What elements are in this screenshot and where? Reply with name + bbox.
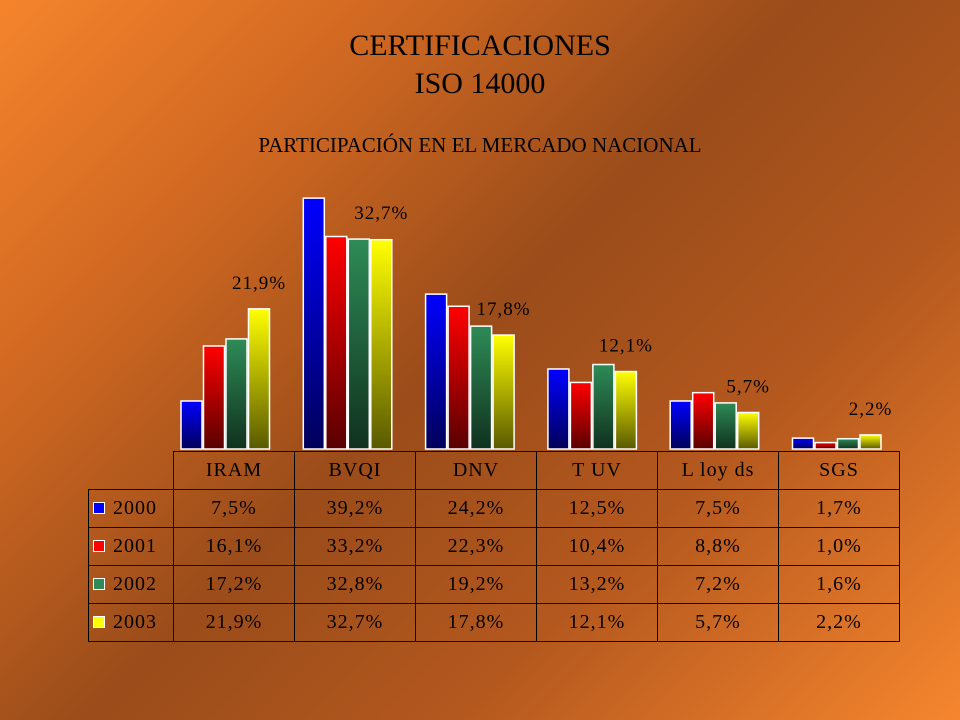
legend-swatch — [93, 501, 105, 514]
bar-2002-1 — [347, 238, 371, 450]
table-header-0: IRAM — [173, 451, 295, 490]
table-cell: 7,5% — [173, 488, 295, 528]
bar-2003-0 — [247, 308, 271, 450]
legend-entry-2003: 2003 — [88, 602, 174, 642]
legend-entry-2002: 2002 — [88, 564, 174, 604]
table-cell: 7,2% — [657, 564, 779, 604]
bar-2003-5 — [859, 434, 882, 450]
table-cell: 17,2% — [173, 564, 295, 604]
bar-2002-0 — [225, 338, 248, 450]
legend-label: 2002 — [113, 572, 157, 595]
bar-2002-2 — [469, 325, 493, 450]
legend-label: 2003 — [113, 610, 157, 633]
table-cell: 39,2% — [294, 488, 416, 528]
chart-subtitle: PARTICIPACIÓN EN EL MERCADO NACIONAL — [258, 133, 702, 157]
chart-title-line-1: CERTIFICACIONES — [349, 29, 611, 62]
table-row: 2003 21,9% 32,7% 17,8% 12,1% 5,7% 2,2% — [88, 602, 900, 642]
table-cell: 16,1% — [173, 526, 295, 566]
table-cell: 2,2% — [778, 602, 900, 642]
table-header-5: SGS — [778, 451, 900, 490]
bar-2002-3 — [592, 363, 615, 450]
data-label-2: 17,8% — [477, 299, 531, 320]
data-label-0: 21,9% — [232, 273, 286, 294]
bar-2001-3 — [569, 381, 593, 450]
bar-2002-5 — [836, 438, 860, 450]
bar-2001-0 — [202, 345, 226, 450]
table-header-4: L loy ds — [657, 451, 779, 490]
table-cell: 7,5% — [657, 488, 779, 528]
bar-2000-5 — [791, 437, 815, 450]
table-header-2: DNV — [415, 451, 537, 490]
data-label-4: 5,7% — [726, 377, 770, 398]
table-corner — [89, 452, 174, 490]
bar-2003-2 — [492, 334, 515, 450]
table-cell: 22,3% — [415, 526, 537, 566]
table-header-3: T UV — [536, 451, 658, 490]
table-cell: 10,4% — [536, 526, 658, 566]
bar-2002-4 — [714, 402, 737, 450]
bar-2001-1 — [325, 235, 348, 450]
data-label-1: 32,7% — [354, 203, 408, 224]
bar-2000-2 — [424, 293, 448, 450]
table-cell: 33,2% — [294, 526, 416, 566]
bar-2000-3 — [547, 368, 570, 450]
table-cell: 1,7% — [778, 488, 900, 528]
table-cell: 12,5% — [536, 488, 658, 528]
chart-title-line-2: ISO 14000 — [414, 67, 546, 100]
legend-swatch — [93, 539, 105, 552]
table-cell: 8,8% — [657, 526, 779, 566]
data-label-5: 2,2% — [849, 399, 893, 420]
legend-label: 2000 — [113, 496, 157, 519]
legend-swatch — [93, 577, 105, 590]
data-table: IRAM BVQI DNV T UV L loy ds SGS 2000 7,5% 39,2% 2… — [88, 451, 900, 642]
table-cell: 19,2% — [415, 564, 537, 604]
table-cell: 5,7% — [657, 602, 779, 642]
bar-chart: 21,9% 32,7% 17,8% 12,1% 5,7% 2,2% — [180, 197, 893, 450]
bar-2003-1 — [370, 238, 393, 450]
bar-2003-4 — [736, 411, 760, 450]
legend-label: 2001 — [113, 534, 157, 557]
table-cell: 12,1% — [536, 602, 658, 642]
bar-2001-2 — [447, 305, 470, 450]
bar-2000-0 — [180, 400, 203, 450]
bar-2003-3 — [614, 370, 638, 450]
legend-entry-2001: 2001 — [88, 526, 174, 566]
table-cell: 24,2% — [415, 488, 537, 528]
table-row: 2000 7,5% 39,2% 24,2% 12,5% 7,5% 1,7% — [88, 488, 900, 528]
table-cell: 13,2% — [536, 564, 658, 604]
table-cell: 32,8% — [294, 564, 416, 604]
table-row: 2002 17,2% 32,8% 19,2% 13,2% 7,2% 1,6% — [88, 564, 900, 604]
data-label-3: 12,1% — [599, 336, 653, 357]
legend-entry-2000: 2000 — [88, 488, 174, 528]
table-cell: 32,7% — [294, 602, 416, 642]
table-header-1: BVQI — [294, 451, 416, 490]
bar-2001-4 — [691, 391, 715, 450]
table-cell: 21,9% — [173, 602, 295, 642]
table-cell: 1,0% — [778, 526, 900, 566]
bar-2000-4 — [669, 400, 692, 450]
table-row: 2001 16,1% 33,2% 22,3% 10,4% 8,8% 1,0% — [88, 526, 900, 566]
bar-2001-5 — [814, 441, 837, 450]
table-cell: 1,6% — [778, 564, 900, 604]
legend-swatch — [93, 615, 105, 628]
table-cell: 17,8% — [415, 602, 537, 642]
bar-2000-1 — [302, 197, 326, 450]
